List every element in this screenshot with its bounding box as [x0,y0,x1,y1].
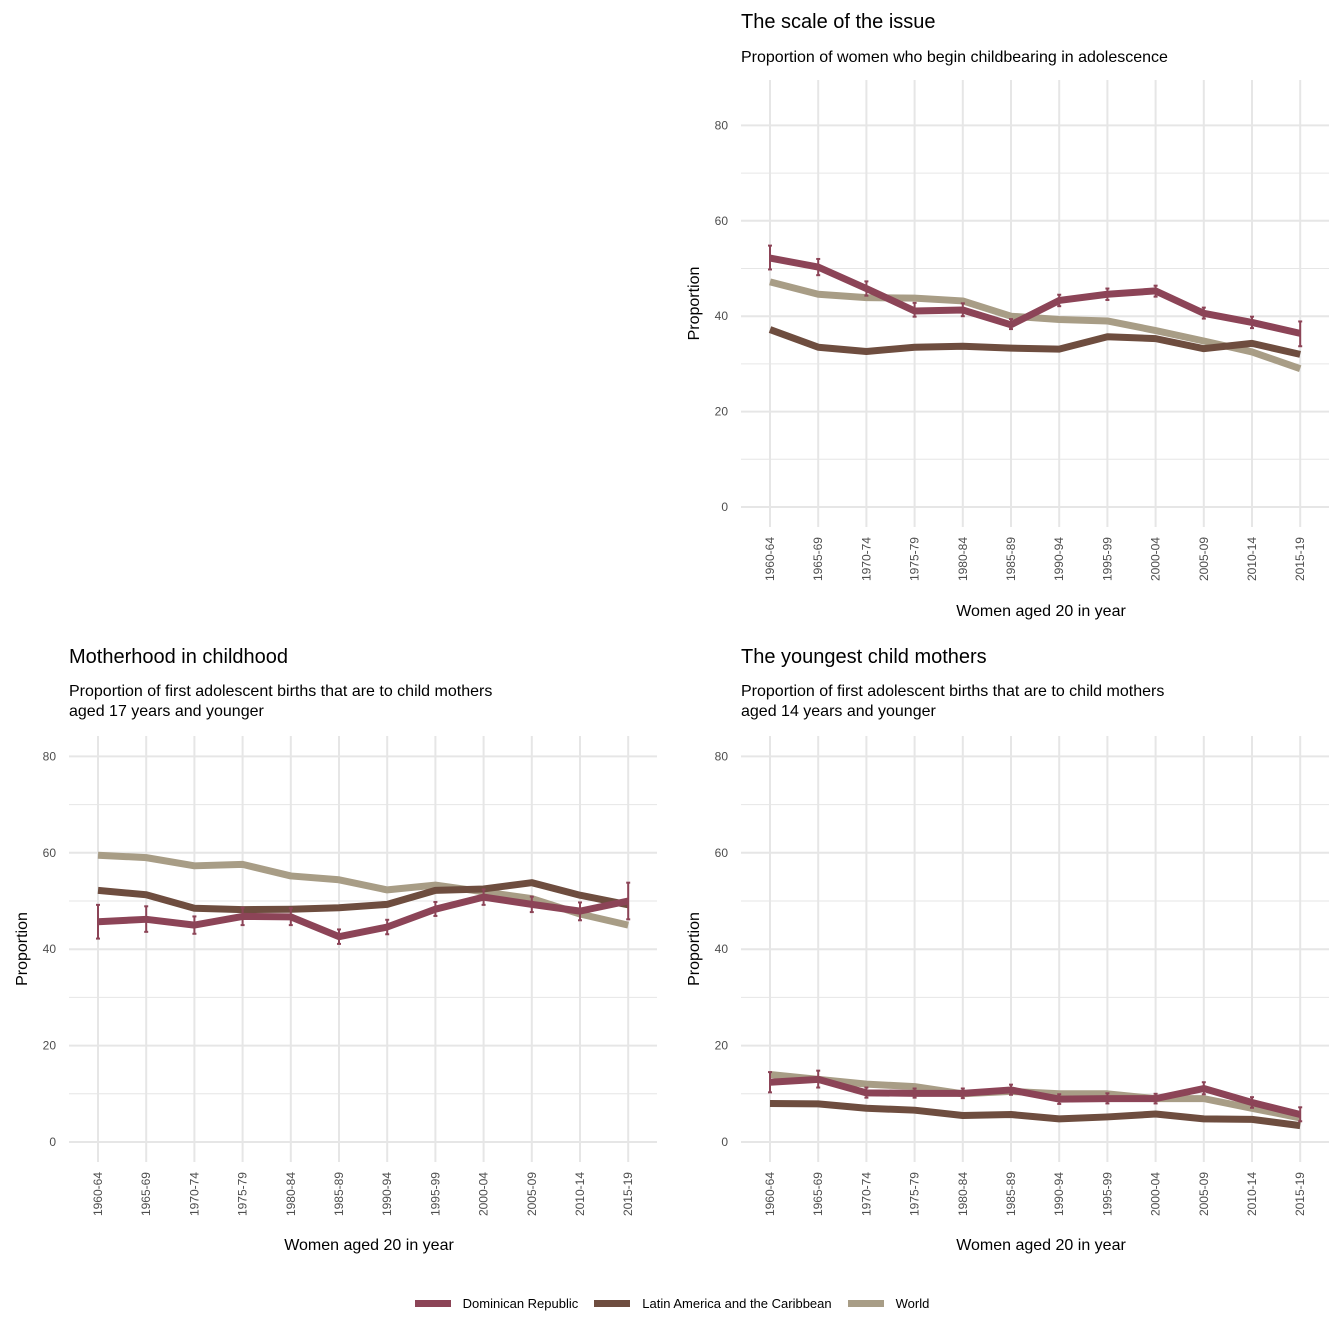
x-tick-label: 2010-14 [1245,537,1259,581]
x-tick-label: 1995-99 [1100,1172,1114,1216]
x-tick-label: 1965-69 [811,537,825,581]
x-tick-label: 1970-74 [859,537,873,581]
x-tick-label: 2015-19 [1293,537,1307,581]
chart-panel-0: 0 20 40 60 80 1960-64 1965-69 1970-74 1975-79 198… [686,80,1329,620]
y-tick-label: 40 [43,942,57,956]
chart-subtitle-motherhood: Proportion of first adolescent births th… [69,683,493,720]
series-line-dominican-republic [97,893,629,941]
chart-panel-2: 0 20 40 60 80 1960-64 1965-69 1970-74 1975-79 198… [686,736,1329,1254]
x-tick-label: 2005-09 [1197,537,1211,581]
legend-label: Latin America and the Caribbean [642,1296,832,1311]
series-line-latin-america-and-the-caribbean [768,326,1301,358]
x-axis-label: Women aged 20 in year [956,603,1126,620]
x-tick-label: 1990-94 [380,1172,394,1216]
x-tick-label: 1960-64 [91,1172,105,1216]
y-tick-label: 40 [715,309,729,323]
x-tick-label: 2010-14 [1245,1172,1259,1216]
y-tick-label: 20 [715,405,729,419]
legend-key-world [847,1300,884,1307]
legend-item-dominican-republic: Dominican Republic [414,1296,579,1311]
legend: Dominican Republic Latin America and the… [0,1296,1344,1311]
chart-title-motherhood: Motherhood in childhood [69,646,289,668]
y-tick-label: 20 [715,1039,729,1053]
x-tick-label: 1975-79 [908,1172,922,1216]
x-tick-label: 1965-69 [811,1172,825,1216]
y-tick-label: 20 [43,1039,57,1053]
x-tick-label: 1980-84 [284,1172,298,1216]
x-axis-label: Women aged 20 in year [284,1237,454,1254]
x-tick-label: 2015-19 [1293,1172,1307,1216]
x-tick-label: 1960-64 [763,1172,777,1216]
y-tick-label: 0 [49,1135,56,1149]
x-tick-label: 2000-04 [1149,1172,1163,1216]
chart-panel-1: 0 20 40 60 80 1960-64 1965-69 1970-74 1975-79 198… [14,736,657,1254]
x-tick-label: 1995-99 [1100,537,1114,581]
chart-title-scale: The scale of the issue [741,11,936,33]
legend-key-dominican-republic [414,1300,451,1307]
legend-key-latin-america [594,1300,631,1307]
x-tick-label: 1995-99 [428,1172,442,1216]
y-tick-label: 0 [721,1135,728,1149]
y-tick-label: 60 [715,214,729,228]
x-tick-label: 1960-64 [763,537,777,581]
x-tick-label: 1965-69 [139,1172,153,1216]
x-tick-label: 1970-74 [859,1172,873,1216]
x-tick-label: 2010-14 [573,1172,587,1216]
legend-item-world: World [847,1296,930,1311]
x-tick-label: 1970-74 [187,1172,201,1216]
series-line-world [769,278,1302,372]
x-axis-label: Women aged 20 in year [956,1237,1126,1254]
y-axis-label: Proportion [686,912,703,986]
chart-title-youngest: The youngest child mothers [741,646,987,668]
x-tick-label: 1980-84 [956,537,970,581]
y-axis-label: Proportion [14,912,31,986]
y-tick-label: 80 [715,118,729,132]
x-tick-label: 1985-89 [1004,1172,1018,1216]
x-tick-label: 2005-09 [525,1172,539,1216]
chart-subtitle-scale: Proportion of women who begin childbeari… [741,49,1168,66]
y-tick-label: 60 [43,846,57,860]
series-line-latin-america-and-the-caribbean [97,879,629,914]
legend-label: Dominican Republic [462,1296,579,1311]
x-tick-label: 2015-19 [621,1172,635,1216]
x-tick-label: 2005-09 [1197,1172,1211,1216]
y-axis-label: Proportion [686,267,703,341]
y-tick-label: 80 [715,749,729,763]
x-tick-label: 1985-89 [332,1172,346,1216]
x-tick-label: 2000-04 [1149,537,1163,581]
x-tick-label: 1985-89 [1004,537,1018,581]
series-line-dominican-republic [769,1075,1302,1118]
x-tick-label: 1975-79 [236,1172,250,1216]
y-tick-label: 0 [721,500,728,514]
legend-label: World [895,1296,930,1311]
x-tick-label: 1990-94 [1052,1172,1066,1216]
x-tick-label: 1990-94 [1052,537,1066,581]
series-line-latin-america-and-the-caribbean [769,1099,1301,1130]
chart-subtitle-youngest: Proportion of first adolescent births th… [741,683,1165,720]
x-tick-label: 1980-84 [956,1172,970,1216]
legend-item-latin-america: Latin America and the Caribbean [594,1296,832,1311]
series-line-dominican-republic [769,254,1301,337]
y-tick-label: 60 [715,846,729,860]
series-line-world [97,851,629,929]
y-tick-label: 80 [43,749,57,763]
x-tick-label: 1975-79 [908,537,922,581]
y-tick-label: 40 [715,942,729,956]
x-tick-label: 2000-04 [477,1172,491,1216]
